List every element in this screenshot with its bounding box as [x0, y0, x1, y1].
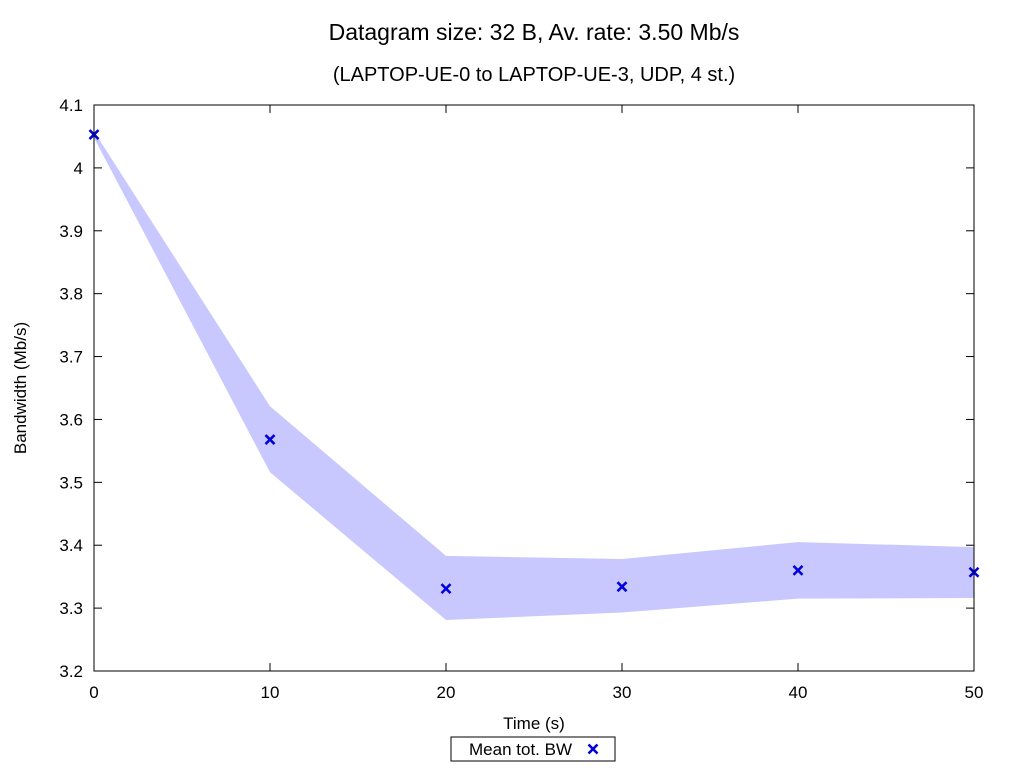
y-tick-label: 3.3 — [59, 599, 83, 618]
data-point-marker — [792, 564, 804, 576]
confidence-band — [94, 131, 974, 621]
x-tick-label: 40 — [789, 683, 808, 702]
legend-box — [450, 736, 616, 762]
x-tick-label: 30 — [613, 683, 632, 702]
plot-frame — [93, 104, 975, 672]
y-tick-label: 4.1 — [59, 96, 83, 115]
confidence-band-layer — [94, 131, 974, 621]
data-point-marker — [264, 434, 276, 445]
y-tick-label: 4 — [74, 159, 83, 178]
legend-label: Mean tot. BW — [469, 740, 572, 759]
legend: Mean tot. BW — [450, 736, 616, 762]
chart-title: Datagram size: 32 B, Av. rate: 3.50 Mb/s — [329, 19, 740, 45]
y-tick-label: 3.4 — [59, 536, 83, 555]
legend-marker-x — [587, 743, 599, 755]
data-point-marker — [616, 581, 628, 593]
x-tick-label: 50 — [965, 683, 984, 702]
y-axis-ticks: 3.2 3.3 3.4 3.5 3.6 3.7 3.8 3.9 4 4.1 — [59, 96, 974, 681]
chart-subtitle: (LAPTOP-UE-0 to LAPTOP-UE-3, UDP, 4 st.) — [333, 64, 735, 86]
y-tick-label: 3.5 — [59, 473, 83, 492]
x-tick-label: 10 — [261, 683, 280, 702]
y-tick-label: 3.8 — [59, 285, 83, 304]
data-marker-layer — [88, 129, 980, 595]
y-tick-label: 3.7 — [59, 348, 83, 367]
x-tick-label: 20 — [437, 683, 456, 702]
x-axis-ticks: 0 10 20 30 40 50 — [89, 105, 983, 702]
y-axis-label: Bandwidth (Mb/s) — [11, 322, 30, 454]
y-tick-label: 3.2 — [59, 662, 83, 681]
legend-marker-x-icon — [587, 743, 599, 755]
x-axis-label: Time (s) — [503, 714, 565, 733]
x-tick-label: 0 — [89, 683, 98, 702]
y-tick-label: 3.6 — [59, 410, 83, 429]
data-point-marker — [440, 583, 452, 595]
y-tick-label: 3.9 — [59, 222, 83, 241]
